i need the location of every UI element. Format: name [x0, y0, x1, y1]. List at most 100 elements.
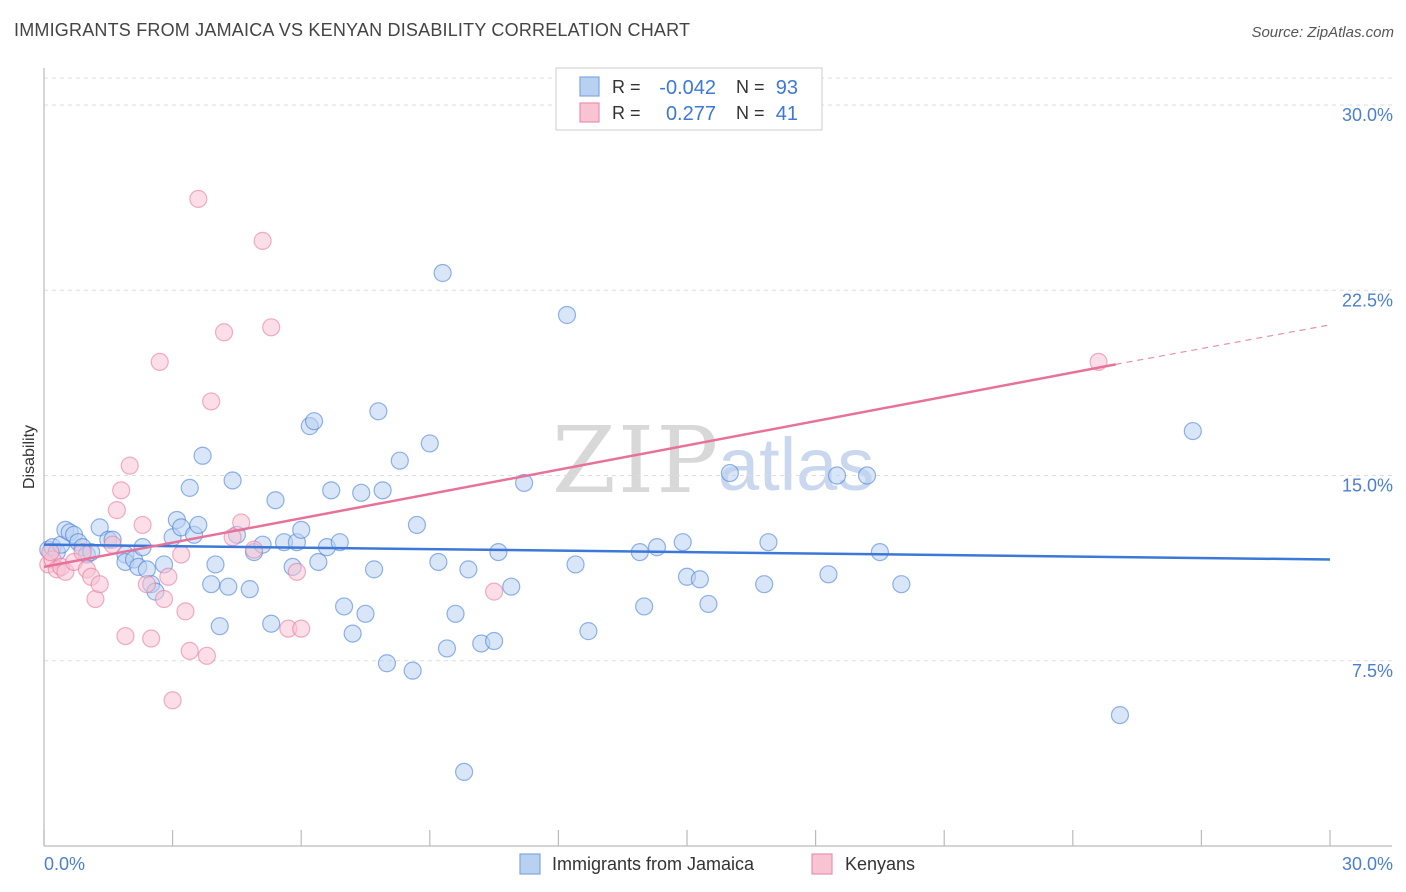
- kenyans-point-31: [232, 513, 251, 532]
- jamaica-point-50: [330, 533, 349, 552]
- kenyans-point-13: [112, 481, 131, 500]
- legend-r-value-kenyans: 0.277: [666, 103, 716, 125]
- bottom-legend-swatch-jamaica: [519, 853, 541, 875]
- y-tick-label-3: 30.0%: [1342, 105, 1393, 125]
- legend-r-label-kenyans: R =: [612, 103, 641, 123]
- kenyans-point-34: [262, 318, 281, 337]
- jamaica-point-67: [459, 560, 478, 579]
- kenyans-point-21: [159, 567, 178, 586]
- kenyans-point-40: [41, 542, 60, 562]
- kenyans-point-38: [485, 582, 504, 601]
- jamaica-point-29: [193, 446, 212, 465]
- jamaica-point-55: [364, 560, 384, 579]
- kenyans-point-12: [107, 501, 126, 520]
- kenyans-point-16: [133, 515, 152, 535]
- jamaica-point-75: [579, 622, 598, 641]
- kenyans-point-33: [253, 231, 272, 250]
- legend-n-value-jamaica: 93: [776, 77, 798, 99]
- jamaica-point-86: [819, 565, 838, 584]
- bottom-legend-label-kenyans: Kenyans: [845, 854, 915, 874]
- kenyans-point-20: [154, 589, 174, 609]
- x-tick-marks: [43, 830, 1331, 846]
- jamaica-point-91: [1110, 705, 1130, 725]
- trend-line-kenyans-extension: [1115, 324, 1331, 365]
- jamaica-point-92: [1183, 421, 1202, 441]
- jamaica-point-26: [180, 478, 199, 497]
- kenyans-point-36: [287, 562, 307, 581]
- legend-r-value-jamaica: -0.042: [659, 77, 716, 99]
- x-tick-label-max: 30.0%: [1342, 854, 1393, 874]
- jamaica-point-51: [334, 597, 354, 616]
- kenyans-point-14: [116, 626, 135, 646]
- jamaica-point-66: [454, 762, 474, 782]
- jamaica-point-77: [635, 597, 654, 616]
- kenyans-point-17: [137, 575, 156, 594]
- jamaica-point-93: [433, 263, 452, 283]
- jamaica-point-78: [647, 538, 667, 557]
- jamaica-point-34: [223, 471, 242, 490]
- watermark-atlas: atlas: [718, 423, 874, 506]
- trend-lines: [43, 324, 1331, 569]
- legend-n-label-jamaica: N =: [736, 77, 765, 97]
- kenyans-point-10: [90, 575, 109, 594]
- jamaica-point-84: [755, 575, 774, 594]
- kenyans-point-25: [180, 641, 199, 660]
- jamaica-point-54: [356, 604, 375, 623]
- y-tick-labels: 7.5% 15.0% 22.5% 30.0%: [1342, 105, 1393, 681]
- jamaica-point-30: [202, 575, 221, 594]
- legend-box: [555, 67, 823, 131]
- jamaica-point-46: [304, 412, 324, 431]
- jamaica-point-28: [189, 515, 208, 535]
- jamaica-point-57: [373, 481, 392, 500]
- kenyans-point-26: [189, 189, 208, 209]
- kenyans-point-37: [292, 619, 311, 638]
- jamaica-point-69: [485, 631, 504, 651]
- kenyans-point-19: [150, 352, 169, 372]
- axes: [43, 68, 1392, 847]
- jamaica-point-83: [720, 463, 739, 483]
- legend-n-label-kenyans: N =: [736, 103, 765, 123]
- jamaica-point-87: [827, 466, 847, 485]
- jamaica-point-33: [219, 577, 238, 596]
- jamaica-point-70: [489, 542, 508, 562]
- jamaica-point-88: [857, 466, 877, 485]
- kenyans-point-15: [120, 456, 139, 475]
- jamaica-point-89: [870, 542, 890, 562]
- jamaica-point-49: [322, 481, 341, 500]
- kenyans-point-32: [244, 540, 264, 559]
- jamaica-point-63: [429, 552, 448, 572]
- kenyans-point-28: [202, 392, 221, 411]
- trend-line-jamaica: [43, 543, 1331, 561]
- jamaica-point-36: [240, 580, 259, 599]
- jamaica-point-65: [446, 604, 465, 623]
- watermark-zip: ZIP: [552, 407, 720, 514]
- y-axis-label: Disability: [21, 425, 38, 489]
- jamaica-point-74: [566, 555, 585, 574]
- jamaica-point-85: [759, 533, 778, 552]
- bottom-legend-swatch-kenyans: [811, 853, 833, 875]
- y-tick-label-1: 15.0%: [1342, 476, 1393, 496]
- kenyans-point-18: [142, 629, 161, 648]
- kenyans-point-29: [214, 323, 234, 342]
- jamaica-point-79: [673, 533, 692, 552]
- kenyans-point-22: [163, 691, 182, 710]
- jamaica-point-81: [690, 570, 709, 589]
- series-jamaica-points: [39, 263, 1202, 782]
- jamaica-point-32: [210, 617, 229, 636]
- jamaica-point-62: [420, 434, 439, 453]
- jamaica-point-40: [266, 491, 285, 510]
- jamaica-point-82: [699, 594, 718, 614]
- jamaica-point-90: [892, 575, 911, 594]
- legend-swatch-kenyans: [579, 102, 600, 123]
- x-tick-label-min: 0.0%: [44, 854, 85, 874]
- jamaica-point-53: [352, 483, 371, 502]
- trend-line-kenyans: [43, 363, 1116, 569]
- jamaica-point-59: [390, 451, 409, 470]
- y-tick-label-0: 7.5%: [1352, 661, 1393, 681]
- jamaica-point-58: [377, 654, 397, 673]
- jamaica-point-11: [90, 518, 109, 537]
- jamaica-point-71: [502, 577, 521, 596]
- chart-title: IMMIGRANTS FROM JAMAICA VS KENYAN DISABI…: [14, 20, 691, 40]
- kenyans-point-27: [197, 646, 216, 665]
